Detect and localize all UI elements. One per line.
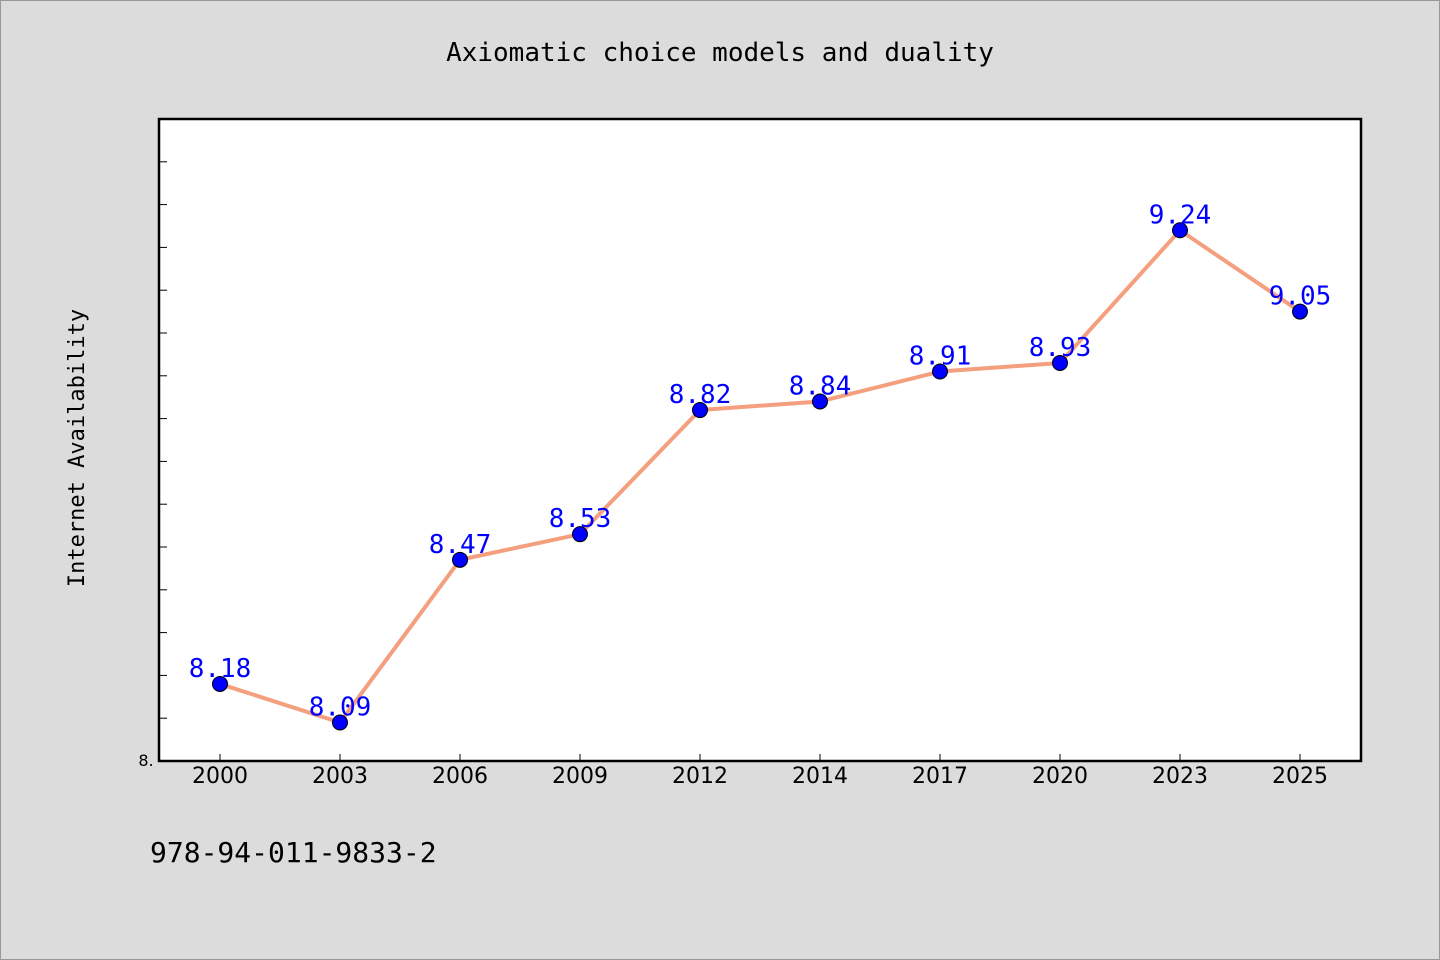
footnote-isbn: 978-94-011-9833-2 xyxy=(150,836,437,869)
data-label: 8.82 xyxy=(669,380,732,410)
data-label: 8.09 xyxy=(309,692,372,722)
chart-title: Axiomatic choice models and duality xyxy=(446,38,994,68)
data-label: 8.93 xyxy=(1029,333,1092,363)
x-axis-ticks: 2000 2003 2006 2009 2012 2014 2017 2020 2023 2025 xyxy=(192,754,1328,789)
y-axis-label: Internet Availability xyxy=(65,309,90,587)
x-tick-label: 2017 xyxy=(912,764,968,789)
data-point xyxy=(692,402,708,419)
x-tick-label: 2000 xyxy=(192,764,248,789)
data-point xyxy=(212,675,228,692)
data-labels: 8.18 8.09 8.47 8.53 8.82 8.84 8.91 8.93 9.24 9.05 xyxy=(189,200,1332,722)
y-axis-ticks xyxy=(159,161,167,719)
x-tick-label: 2003 xyxy=(312,764,368,789)
data-point xyxy=(1052,354,1068,371)
x-tick-label: 2014 xyxy=(792,764,848,789)
plot-area xyxy=(157,117,1363,763)
x-tick-label: 2012 xyxy=(672,764,728,789)
x-tick-label: 2023 xyxy=(1152,764,1208,789)
data-label: 9.05 xyxy=(1269,282,1332,312)
series-line-group xyxy=(219,228,1302,725)
x-tick-label: 2020 xyxy=(1032,764,1088,789)
data-label: 8.84 xyxy=(789,371,852,401)
data-point xyxy=(452,551,468,568)
series-line xyxy=(219,228,1302,725)
x-tick-label: 2009 xyxy=(552,764,608,789)
x-tick-label: 2006 xyxy=(432,764,488,789)
data-point xyxy=(932,363,948,380)
x-tick-label: 2025 xyxy=(1272,764,1328,789)
data-point xyxy=(572,526,588,543)
data-point xyxy=(1292,303,1308,320)
data-label: 8.53 xyxy=(549,504,612,534)
data-point xyxy=(1172,222,1188,239)
data-point xyxy=(812,393,828,410)
y-tick-label: 8. xyxy=(138,751,153,770)
data-label: 8.18 xyxy=(189,654,252,684)
data-markers xyxy=(212,222,1308,731)
data-point xyxy=(332,714,348,731)
data-label: 8.47 xyxy=(429,530,492,560)
data-label: 8.91 xyxy=(909,342,972,372)
data-label: 9.24 xyxy=(1149,200,1212,230)
